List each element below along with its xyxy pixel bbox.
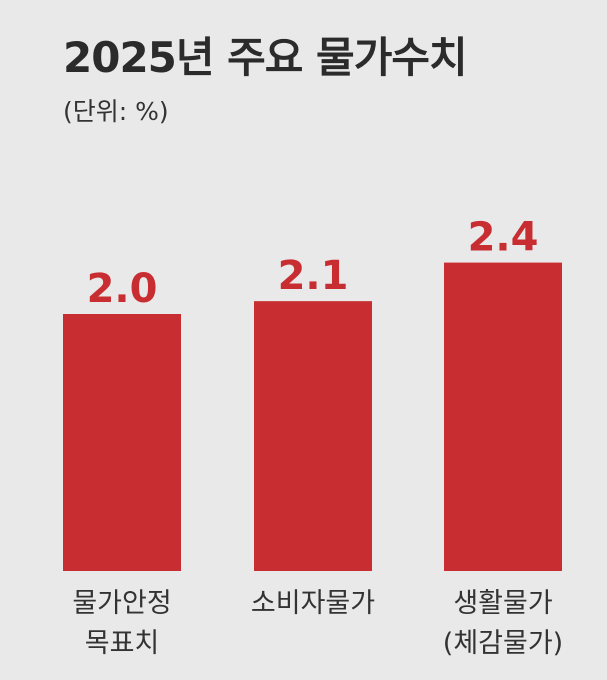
unit-note: (단위: %) — [63, 97, 169, 126]
category-label-1-line-2: 목표치 — [85, 628, 160, 659]
value-label-3: 2.4 — [468, 215, 539, 261]
value-labels-group: 2.0 2.1 2.4 — [87, 215, 539, 312]
value-label-2: 2.1 — [278, 253, 349, 299]
bar-1 — [63, 314, 181, 571]
bar-3 — [444, 262, 562, 571]
category-label-3-line-1: 생활물가 — [453, 588, 552, 619]
category-label-3-line-2: (체감물가) — [443, 628, 563, 659]
value-label-1: 2.0 — [87, 266, 158, 312]
bar-2 — [254, 301, 372, 571]
chart-title: 2025년 주요 물가수치 — [63, 33, 468, 82]
category-label-2-line-1: 소비자물가 — [251, 588, 375, 619]
category-label-1-line-1: 물가안정 — [72, 588, 171, 619]
bars-group — [63, 262, 562, 571]
